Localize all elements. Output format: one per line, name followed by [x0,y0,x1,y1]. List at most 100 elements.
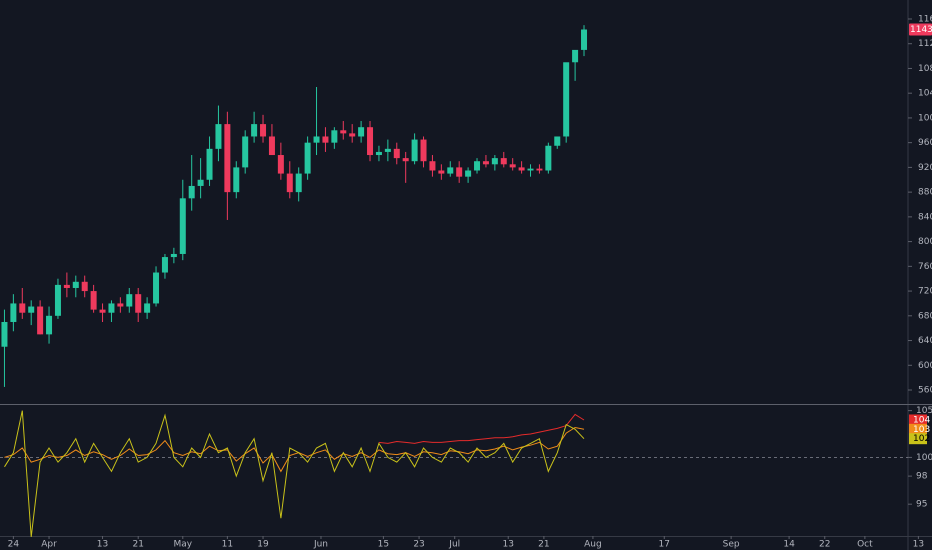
candle-body [465,170,472,177]
price-badge-label: 11430 [910,25,932,35]
x-tick-label: Apr [41,540,57,550]
candle-body [420,139,427,162]
x-tick-label: Oct [857,540,873,550]
candle-body [572,49,579,63]
value-badge-label: 104 [913,415,930,425]
candle-body [295,173,302,193]
candle-body [331,130,338,143]
candle-body [63,284,70,288]
x-tick-label: May [173,540,192,550]
candle-body [384,148,391,152]
y-tick-label: 8800 [918,188,932,198]
value-badge-label: 102 [913,434,930,444]
x-tick-label: Aug [584,540,602,550]
x-tick-label: 15 [378,540,389,550]
y-tick-label: 7200 [918,287,932,297]
value-badge [909,414,927,426]
x-tick-label: 14 [783,540,795,550]
candle-body [527,168,534,171]
candle-body [349,133,356,137]
y-tick-label: 5600 [918,386,932,396]
value-badge-label: 103 [913,425,930,435]
candle-body [153,272,160,304]
candle-body [1,321,8,347]
x-tick-label: 22 [819,540,830,550]
candle-body [108,303,115,313]
candle-body [72,281,79,288]
price-badge [909,23,932,36]
candle-body [37,306,44,335]
candle-body [126,294,133,307]
x-tick-label: Jun [313,540,328,550]
x-tick-label: 21 [132,540,143,550]
candle-body [10,303,17,322]
candle-body [286,173,293,193]
x-tick-label: Jul [448,540,460,550]
y-tick-label: 98 [916,472,928,482]
indicator-line [378,413,585,444]
x-tick-label: 23 [413,540,424,550]
y-tick-label: 10000 [918,113,932,123]
candle-body [260,124,267,137]
y-tick-label: 6800 [918,311,932,321]
x-tick-label: 21 [538,540,549,550]
x-tick-label: 24 [8,540,20,550]
candle-body [28,306,35,313]
x-tick-label: 11 [222,540,233,550]
candle-body [99,309,106,313]
candle-body [491,158,498,165]
candle-body [402,158,409,162]
candle-body [456,167,463,177]
indicator-line [4,426,585,473]
candle-body [224,124,231,193]
candle-body [375,151,382,156]
indicator-line [4,410,585,537]
candle-body [447,167,454,174]
candle-body [322,136,329,143]
y-tick-label: 95 [916,500,927,510]
candle-body [581,29,588,50]
candle-body [438,170,445,174]
candle-body [135,294,142,313]
x-tick-label: 19 [257,540,269,550]
candle-body [161,257,168,273]
candle-body [554,136,561,146]
candle-body [90,291,97,310]
candle-body [545,145,552,171]
candle-body [206,148,213,180]
candle-body [563,62,570,137]
candle-body [536,168,543,171]
candle-body [215,124,222,149]
candle-body [358,127,365,137]
y-tick-label: 10400 [918,89,932,99]
value-badge [909,423,927,435]
y-tick-label: 10800 [918,64,932,74]
y-tick-label: 9600 [918,138,932,148]
candle-body [277,155,284,174]
candle-body [242,136,249,168]
x-tick-label: Sep [723,540,740,550]
candle-body [367,127,374,156]
candle-body [188,185,195,199]
candle-body [509,164,516,168]
x-tick-label: 13 [913,540,924,550]
candle-body [179,198,186,254]
y-tick-label: 11600 [918,14,932,24]
candle-body [500,158,507,165]
candle-body [81,281,88,292]
y-tick-label: 9200 [918,163,932,173]
candle-body [429,161,436,171]
candle-body [268,136,275,156]
candle-body [340,130,347,134]
y-tick-label: 6400 [918,336,932,346]
y-tick-label: 7600 [918,262,932,272]
candle-body [474,161,481,171]
y-tick-label: 8000 [918,237,932,247]
candle-body [54,284,61,316]
candle-body [117,303,124,307]
candle-body [233,167,240,193]
y-tick-label: 100 [916,453,932,463]
candle-body [393,148,400,159]
candle-body [482,161,489,165]
